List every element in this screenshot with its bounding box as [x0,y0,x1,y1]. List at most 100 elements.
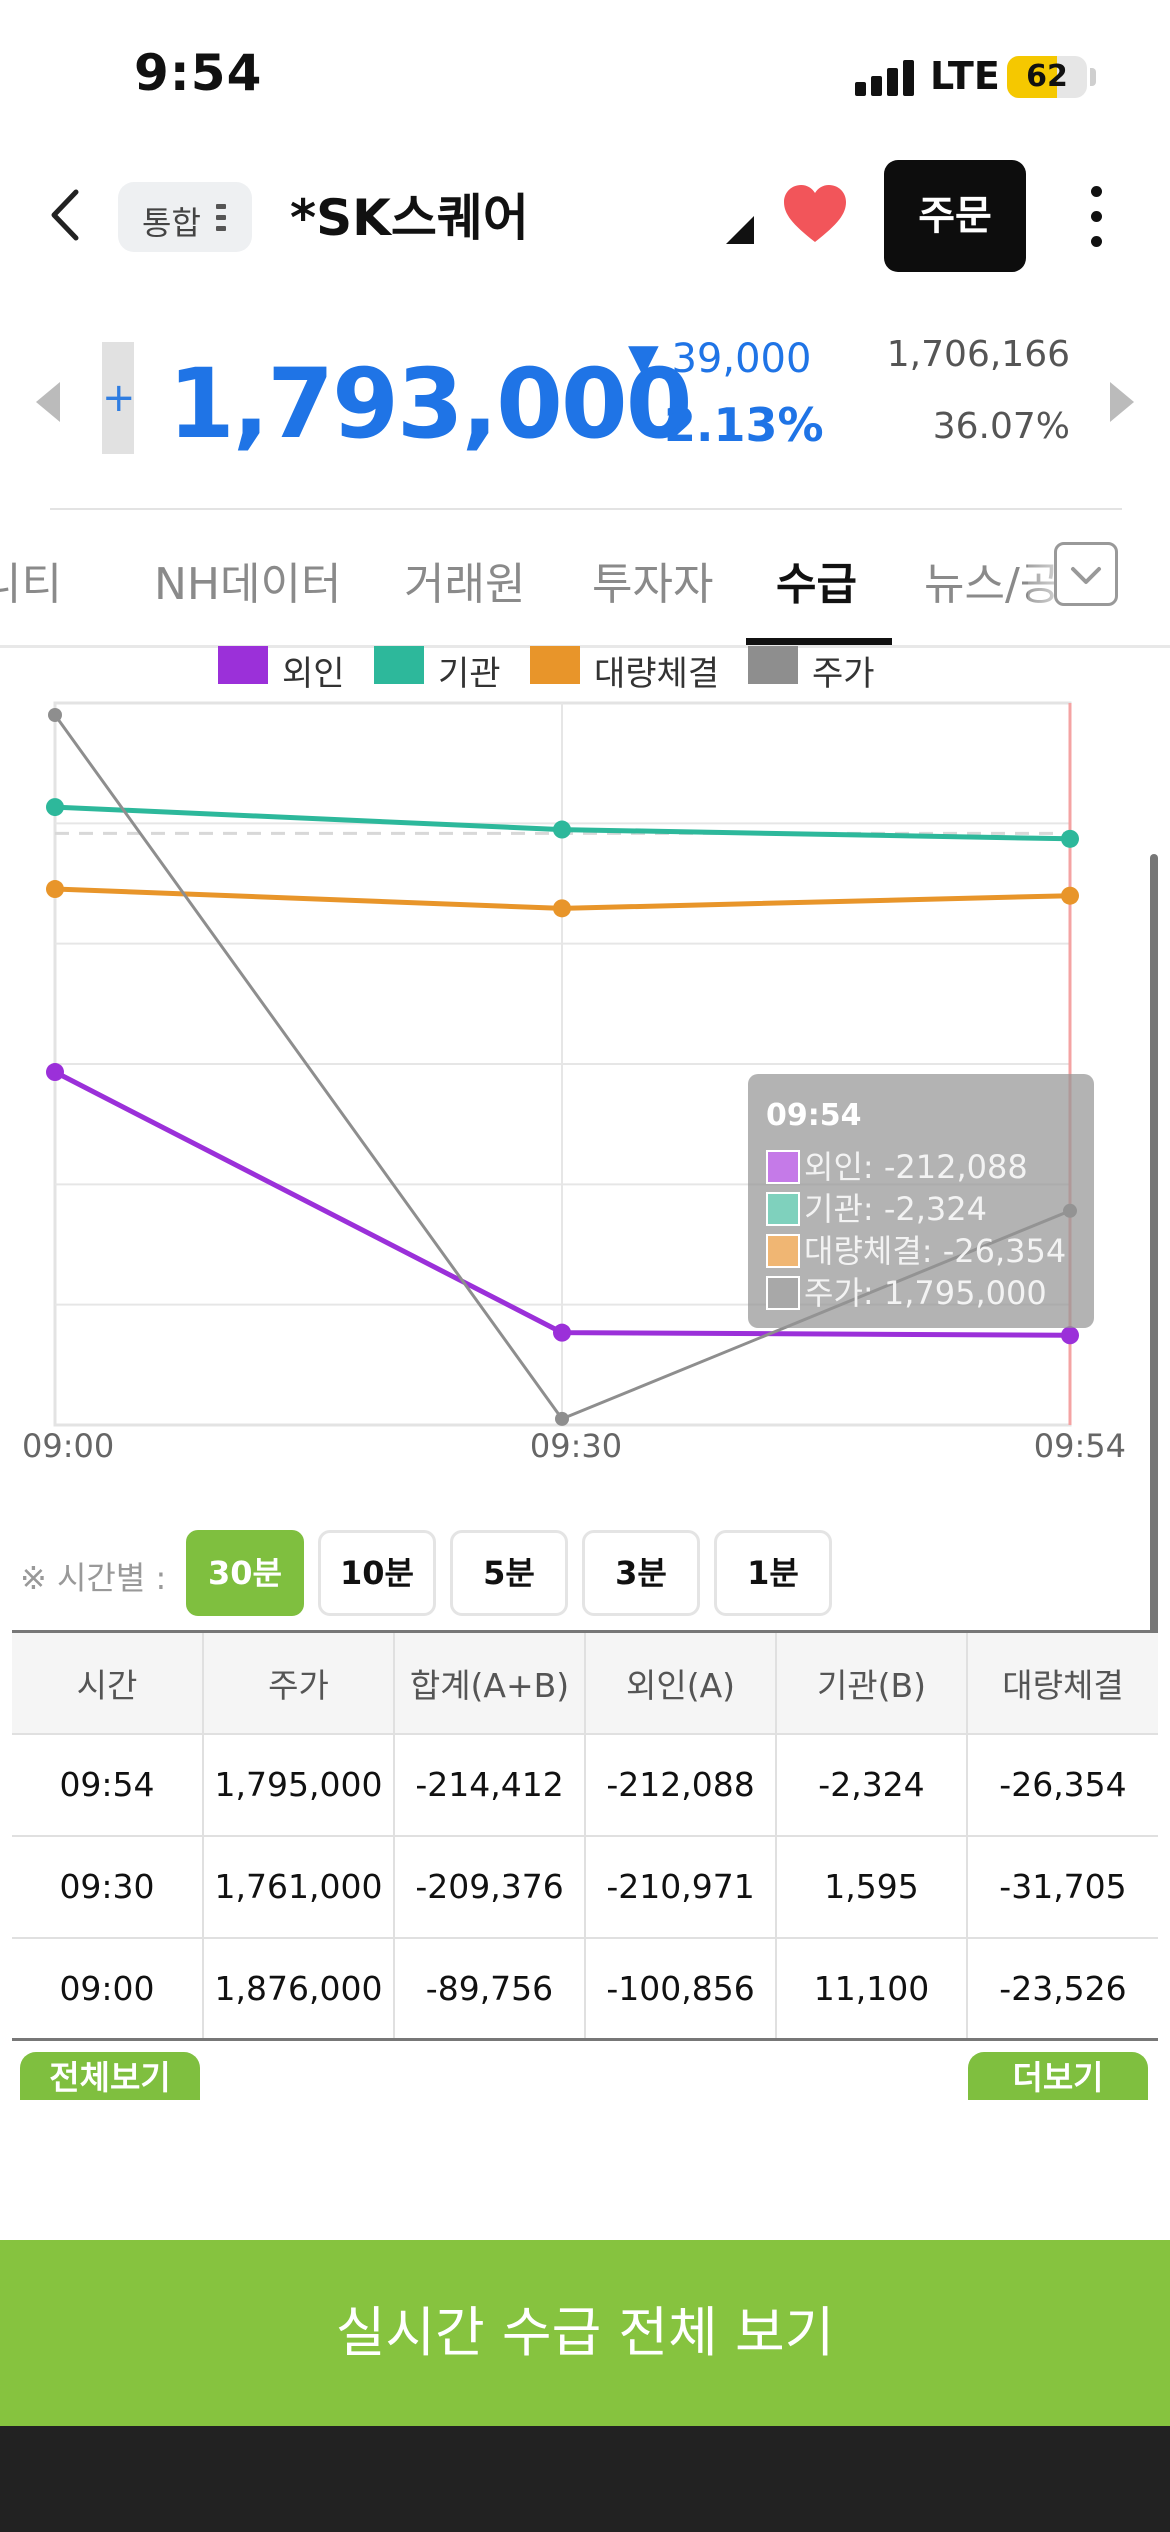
stock-name[interactable]: *SK스퀘어 [290,189,529,247]
series-foreign-point [553,1323,571,1342]
market-selector[interactable]: 통합 [118,182,252,252]
network-label: LTE [930,54,1000,98]
x-tick-label: 09:54 [1034,1427,1126,1465]
order-button[interactable]: 주문 [884,160,1026,272]
status-bar: 9:54 LTE 62 [0,0,1170,150]
interval-5min-button[interactable]: 5분 [450,1530,568,1616]
battery-level: 62 [1026,59,1068,94]
cell-total: -209,376 [393,1834,586,1939]
table-row: 09:54 1,795,000 -214,412 -212,088 -2,324… [12,1732,1158,1837]
tab-nh-data[interactable]: NH데이터 [154,559,342,610]
drag-handle-icon [216,204,228,234]
change-amount: ▼ 39,000 [628,336,812,382]
cell-total: -214,412 [393,1732,586,1837]
interval-1min-button[interactable]: 1분 [714,1530,832,1616]
legend-block-trade: 대량체결 [594,654,720,694]
cell-block-trade: -31,705 [966,1834,1158,1939]
legend-swatch-block-trade [530,646,580,684]
legend-swatch-institution [374,646,424,684]
signal-icon [855,60,915,96]
next-stock-icon[interactable] [1110,382,1134,422]
x-tick-label: 09:00 [22,1427,114,1465]
current-price: 1,793,000 [168,348,693,460]
active-tab-indicator [746,638,892,645]
turnover-rate: 36.07% [932,406,1070,447]
cell-total: -89,756 [393,1936,586,2041]
tooltip-row-price: 주가: 1,795,000 [766,1268,1047,1314]
table-header-row: 시간 주가 합계(A+B) 외인(A) 기관(B) 대량체결 [12,1630,1158,1735]
interval-label: ※ 시간별 : [20,1559,167,1597]
series-foreign-point [1061,1326,1079,1345]
back-icon[interactable] [36,180,96,250]
col-price: 주가 [202,1630,395,1735]
realtime-supply-button[interactable]: 실시간 수급 전체 보기 [0,2240,1170,2426]
col-time: 시간 [12,1630,204,1735]
cell-time: 09:30 [12,1834,204,1939]
scrollbar[interactable] [1150,854,1158,1674]
price-summary: + 1,793,000 ▼ 39,000 2.13% 1,706,166 36.… [0,310,1170,480]
status-time: 9:54 [134,44,263,102]
cell-foreign: -210,971 [584,1834,777,1939]
col-foreign: 외인(A) [584,1630,777,1735]
more-icon[interactable] [1084,186,1108,248]
cell-price: 1,761,000 [202,1834,395,1939]
cell-time: 09:54 [12,1732,204,1837]
tooltip-swatch-institution [766,1192,800,1226]
cell-block-trade: -26,354 [966,1732,1158,1837]
col-block-trade: 대량체결 [966,1630,1158,1735]
col-total: 합계(A+B) [393,1630,586,1735]
tooltip-row-foreign: 외인: -212,088 [766,1142,1028,1188]
legend-swatch-price [748,646,798,684]
bottom-bar [0,2426,1170,2532]
table-row: 09:30 1,761,000 -209,376 -210,971 1,595 … [12,1834,1158,1939]
cell-foreign: -100,856 [584,1936,777,2041]
cell-price: 1,876,000 [202,1936,395,2041]
cell-price: 1,795,000 [202,1732,395,1837]
trade-volume: 1,706,166 [886,334,1070,375]
cell-institution: -2,324 [775,1732,968,1837]
col-institution: 기관(B) [775,1630,968,1735]
tooltip-swatch-foreign [766,1150,800,1184]
cell-block-trade: -23,526 [966,1936,1158,2041]
cell-institution: 11,100 [775,1936,968,2041]
cell-time: 09:00 [12,1936,204,2041]
series-block-trade-point [46,880,64,899]
interval-3min-button[interactable]: 3분 [582,1530,700,1616]
tooltip-row-institution: 기관: -2,324 [766,1184,987,1230]
battery-icon: 62 [1007,56,1087,98]
view-all-button[interactable]: 전체보기 [20,2052,200,2100]
tooltip-swatch-price [766,1276,800,1310]
market-label: 통합 [142,204,201,242]
x-tick-label: 09:30 [530,1427,622,1465]
tooltip-swatch-block-trade [766,1234,800,1268]
tab-broker[interactable]: 거래원 [404,559,526,610]
tab-supply-demand[interactable]: 수급 [776,559,857,610]
series-institution-point [1061,829,1079,848]
change-percent: 2.13% [664,398,824,452]
chevron-down-icon[interactable] [1054,542,1118,606]
prev-stock-icon[interactable] [36,382,60,422]
cell-foreign: -212,088 [584,1732,777,1837]
corner-triangle-icon [726,216,754,244]
tab-investor[interactable]: 투자자 [592,559,714,610]
app-header: 통합 *SK스퀘어 주문 [0,150,1170,280]
series-foreign-point [46,1063,64,1082]
cell-institution: 1,595 [775,1834,968,1939]
add-watchlist-button[interactable]: + [102,342,136,454]
series-institution-point [553,820,571,839]
interval-30min-button[interactable]: 30분 [186,1530,304,1616]
legend-swatch-foreign [218,646,268,684]
series-block-trade-point [553,899,571,918]
heart-icon[interactable] [782,184,848,244]
chart-tooltip: 09:54 외인: -212,088 기관: -2,324 대량체결: -26,… [748,1074,1094,1328]
divider [50,508,1122,510]
supply-demand-table: 시간 주가 합계(A+B) 외인(A) 기관(B) 대량체결 09:54 1,7… [12,1630,1158,2041]
series-price-point [48,708,62,722]
tab-community[interactable]: 커뮤니티 [0,559,62,610]
series-price-point [555,1411,569,1426]
interval-10min-button[interactable]: 10분 [318,1530,436,1616]
legend-foreign: 외인 [282,654,345,694]
legend-price: 주가 [812,654,875,694]
more-button[interactable]: 더보기 [968,2052,1148,2100]
table-row: 09:00 1,876,000 -89,756 -100,856 11,100 … [12,1936,1158,2041]
